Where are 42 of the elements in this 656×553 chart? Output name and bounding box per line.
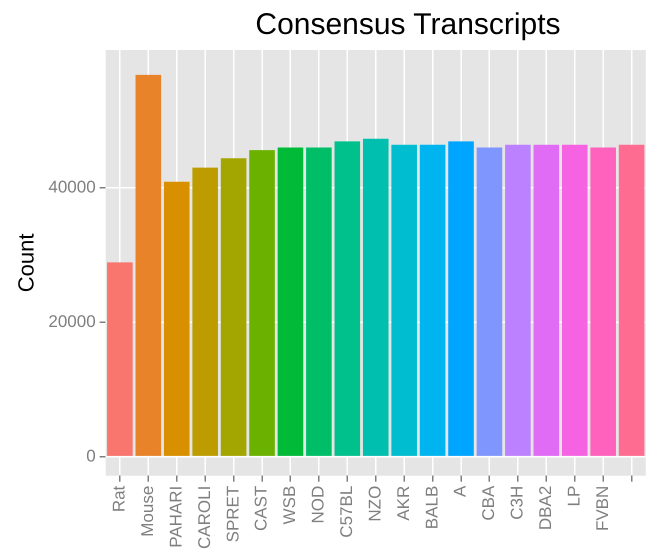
x-tick-label: CAST bbox=[252, 486, 271, 532]
x-tick-label: NZO bbox=[365, 486, 384, 522]
x-tick-label: PAHARI bbox=[166, 486, 186, 548]
x-tick-label: AKR bbox=[394, 486, 413, 521]
bar bbox=[534, 144, 560, 456]
bar bbox=[618, 144, 644, 456]
x-tick-label: A bbox=[450, 485, 470, 498]
y-tick-label: 40000 bbox=[48, 177, 96, 196]
x-tick-label: FVBN bbox=[592, 486, 612, 532]
x-tick-label: C57BL bbox=[337, 486, 356, 538]
x-tick-label: CAROLI bbox=[194, 486, 214, 550]
chart-title: Consensus Transcripts bbox=[254, 8, 562, 42]
y-axis-title: Count bbox=[13, 233, 38, 292]
x-tick-label: Mouse bbox=[138, 486, 158, 537]
x-tick-label: C3H bbox=[508, 486, 527, 520]
y-tick-label: 20000 bbox=[48, 312, 96, 331]
bar bbox=[505, 144, 531, 456]
bar bbox=[164, 182, 190, 456]
bar bbox=[249, 150, 275, 456]
bar bbox=[362, 138, 389, 456]
bar bbox=[136, 74, 162, 456]
bar bbox=[590, 147, 616, 456]
x-tick-label: LP bbox=[564, 486, 584, 507]
bar bbox=[220, 158, 246, 456]
y-tick-label: 0 bbox=[86, 446, 96, 466]
bar bbox=[334, 141, 360, 456]
x-tick-label: DBA2 bbox=[536, 486, 555, 530]
bar bbox=[391, 144, 417, 456]
bar bbox=[476, 147, 502, 456]
x-tick-label: BALB bbox=[422, 486, 442, 530]
bar bbox=[278, 147, 304, 456]
bar bbox=[306, 147, 332, 456]
x-tick-label: CBA bbox=[479, 485, 498, 521]
x-tick-label: SPRET bbox=[223, 486, 242, 542]
bar bbox=[420, 144, 446, 456]
x-tick-label: NOD bbox=[308, 486, 328, 524]
bar bbox=[192, 168, 218, 456]
bar bbox=[562, 144, 588, 456]
bar bbox=[448, 141, 474, 456]
x-tick-label: Rat bbox=[110, 485, 129, 512]
x-tick-label: WSB bbox=[280, 486, 300, 524]
bar bbox=[107, 262, 133, 456]
